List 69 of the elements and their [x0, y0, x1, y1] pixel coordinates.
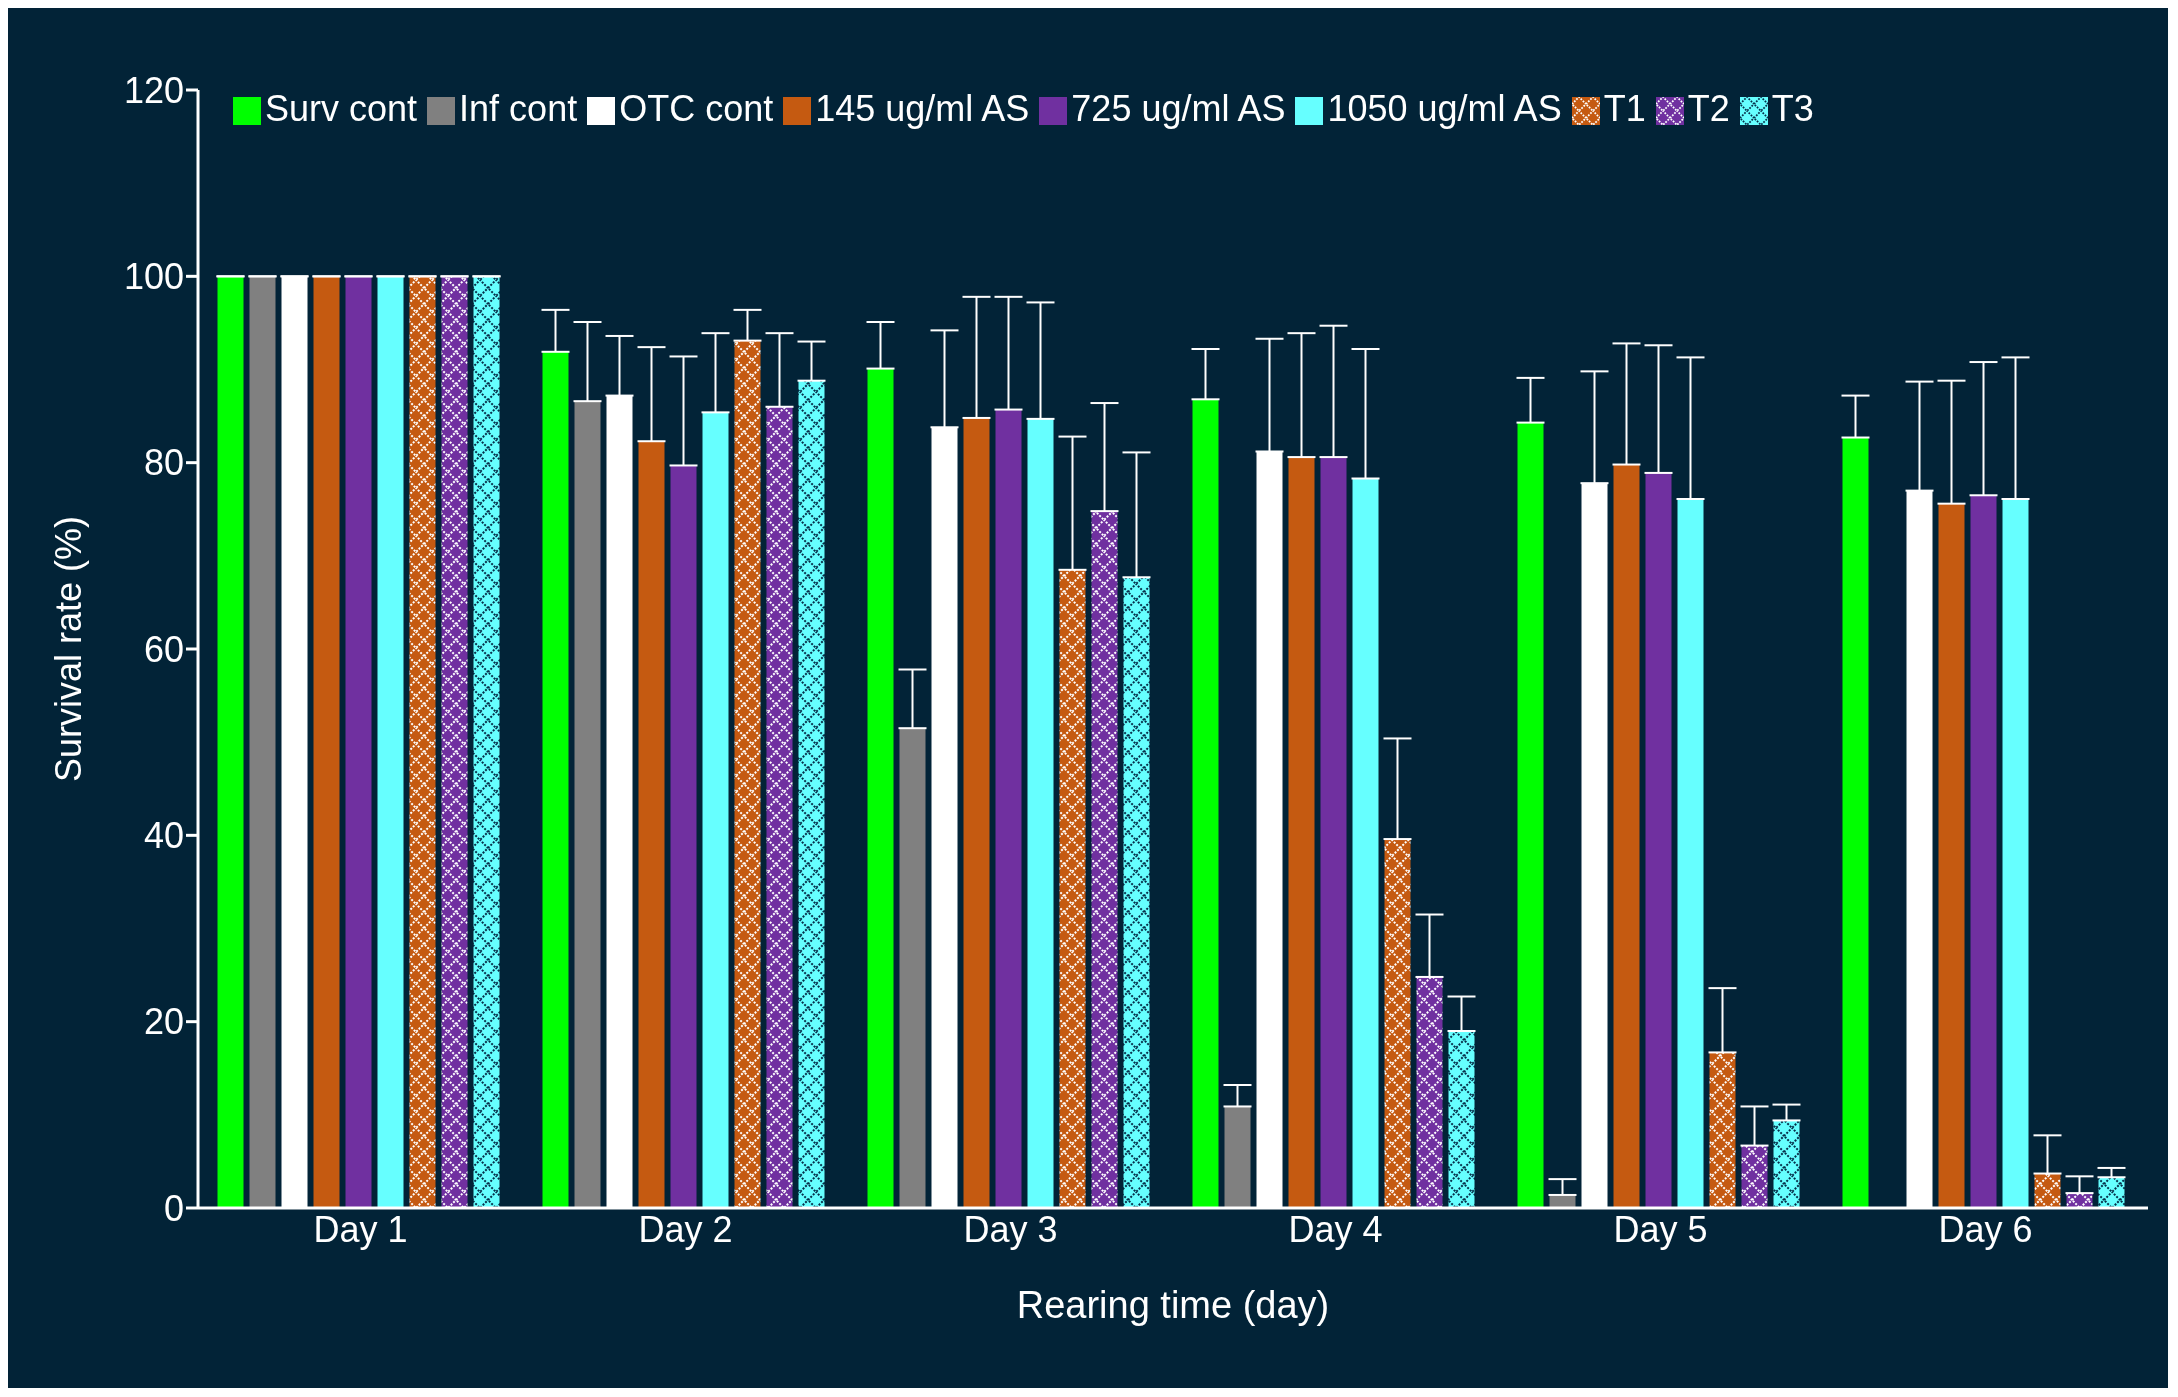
bar: [1448, 1030, 1475, 1208]
bar: [1613, 464, 1640, 1208]
y-axis-title: Survival rate (%): [47, 515, 89, 783]
bar: [1677, 499, 1704, 1208]
bar: [409, 276, 436, 1208]
y-tick-label: 60: [143, 628, 184, 670]
bar: [963, 417, 990, 1208]
y-tick-label: 120: [123, 69, 184, 111]
legend-label: 1050 ug/ml AS: [1327, 88, 1562, 129]
bar: [899, 728, 926, 1208]
bar: [542, 351, 569, 1208]
y-tick-label: 20: [143, 1001, 184, 1043]
x-tick-label: Day 6: [1938, 1208, 2033, 1250]
bar: [798, 380, 825, 1208]
bar: [1352, 478, 1379, 1208]
bar: [249, 276, 276, 1208]
bar: [441, 276, 468, 1208]
legend-label: 725 ug/ml AS: [1071, 88, 1286, 129]
legend-label: Inf cont: [459, 88, 578, 129]
bar: [638, 441, 665, 1208]
bar: [670, 465, 697, 1208]
bar: [734, 340, 761, 1208]
legend-label: T2: [1687, 88, 1730, 129]
bar: [2098, 1177, 2125, 1208]
bar: [2034, 1173, 2061, 1208]
bar: [1416, 976, 1443, 1208]
bar: [1517, 422, 1544, 1208]
bar: [1970, 495, 1997, 1208]
bar: [766, 406, 793, 1208]
bar: [1192, 399, 1219, 1208]
bar: [1938, 503, 1965, 1208]
legend-label: Surv cont: [265, 88, 418, 129]
x-tick-label: Day 2: [638, 1208, 733, 1250]
bar: [1842, 437, 1869, 1208]
x-tick-label: Day 4: [1288, 1208, 1383, 1250]
bar: [1123, 577, 1150, 1208]
bar: [2002, 499, 2029, 1208]
bar: [867, 368, 894, 1208]
x-tick-label: Day 5: [1613, 1208, 1708, 1250]
bar: [473, 276, 500, 1208]
bar: [377, 276, 404, 1208]
legend-label: T1: [1603, 88, 1646, 129]
legend-label: T3: [1771, 88, 1814, 129]
y-tick-label: 0: [163, 1187, 184, 1229]
bar: [574, 401, 601, 1208]
bar: [1741, 1145, 1768, 1208]
bar: [1709, 1052, 1736, 1208]
bar: [702, 412, 729, 1208]
bar: [1773, 1120, 1800, 1208]
bar: [1645, 472, 1672, 1208]
bar: [1027, 418, 1054, 1208]
y-tick-label: 40: [143, 815, 184, 857]
y-tick-label: 100: [123, 256, 184, 298]
bar: [313, 276, 340, 1208]
x-tick-label: Day 3: [963, 1208, 1058, 1250]
bar: [1224, 1106, 1251, 1208]
y-tick-label: 80: [143, 442, 184, 484]
bar: [1091, 511, 1118, 1208]
bar: [1320, 457, 1347, 1208]
bar: [1059, 569, 1086, 1208]
x-axis-title: Rearing time (day): [1016, 1284, 1330, 1326]
bar: [217, 276, 244, 1208]
bar: [345, 276, 372, 1208]
bar: [1288, 457, 1315, 1208]
bar: [1384, 839, 1411, 1208]
bar: [995, 409, 1022, 1208]
x-tick-label: Day 1: [313, 1208, 408, 1250]
legend-label: 145 ug/ml AS: [815, 88, 1030, 129]
legend-label: OTC cont: [619, 88, 774, 129]
